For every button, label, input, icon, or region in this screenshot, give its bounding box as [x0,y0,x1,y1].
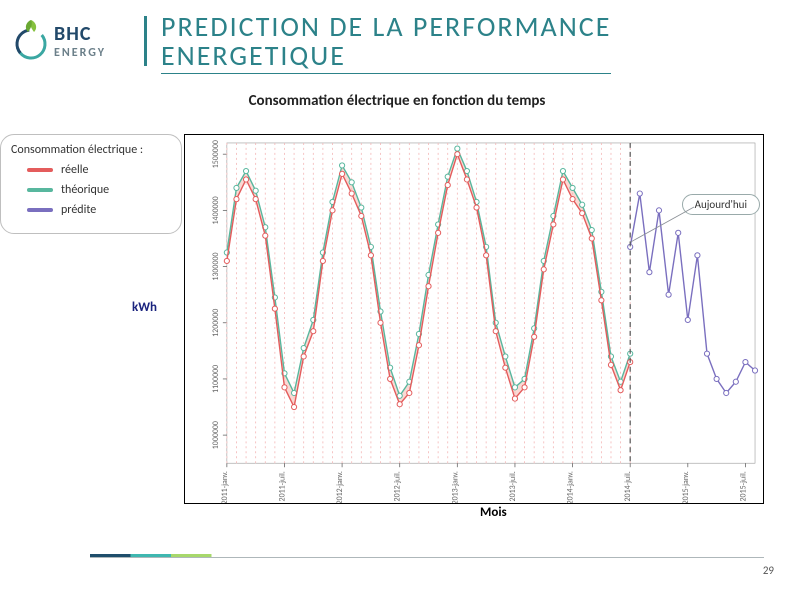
svg-text:2014-juil.: 2014-juil. [623,471,633,501]
page-title: PREDICTION DE LA PERFORMANCE ENERGETIQUE [161,12,611,74]
logo: BHC ENERGY [14,12,134,68]
svg-text:2012-janv.: 2012-janv. [335,471,345,503]
legend-item: prédite [27,203,171,217]
legend-swatch [27,188,53,192]
svg-text:1200000: 1200000 [211,309,221,337]
today-callout: Aujourd'hui [682,194,760,215]
footer-rule [90,554,764,557]
legend-label: prédite [61,203,96,217]
chart: 1000000 1100000 1200000 1300000 1400000 15000… [184,134,764,504]
legend-swatch [27,208,53,212]
legend-label: réelle [61,163,88,177]
svg-text:2011-janv.: 2011-janv. [220,471,230,503]
svg-text:2015-juil.: 2015-juil. [738,471,748,501]
svg-text:1000000: 1000000 [211,421,221,449]
legend-title: Consommation électrique : [11,143,171,157]
logo-text-bottom: ENERGY [54,46,106,60]
logo-mark-icon [14,20,51,64]
svg-text:2014-janv.: 2014-janv. [566,471,576,503]
svg-text:2012-juil.: 2012-juil. [393,471,403,501]
svg-text:1400000: 1400000 [211,196,221,224]
page-number: 29 [763,564,774,577]
title-line-2: ENERGETIQUE [161,38,346,73]
svg-text:2013-janv.: 2013-janv. [450,471,460,503]
chart-title: Consommation électrique en fonction du t… [0,92,794,110]
today-label: Aujourd'hui [695,198,747,211]
svg-text:2011-juil.: 2011-juil. [277,471,287,501]
svg-text:1100000: 1100000 [211,365,221,393]
header: BHC ENERGY PREDICTION DE LA PERFORMANCE … [0,0,794,74]
legend-label: théorique [61,183,109,197]
legend: Consommation électrique : réelle théoriqu… [0,134,182,234]
legend-item: réelle [27,163,171,177]
svg-text:2015-janv.: 2015-janv. [681,471,691,503]
svg-text:1500000: 1500000 [211,140,221,168]
logo-text-top: BHC [54,22,91,46]
legend-swatch [27,168,53,172]
svg-text:1300000: 1300000 [211,252,221,280]
x-axis-label: Mois [480,505,507,520]
y-axis-label: kWh [132,300,157,315]
svg-text:2013-juil.: 2013-juil. [508,471,518,501]
legend-item: théorique [27,183,171,197]
title-divider [144,16,147,66]
